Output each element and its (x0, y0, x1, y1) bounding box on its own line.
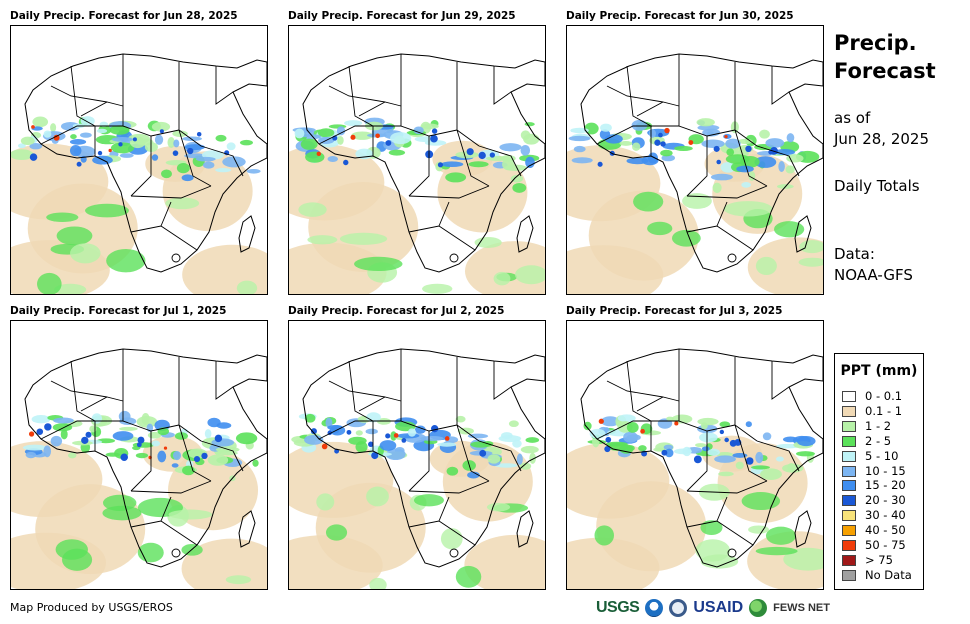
legend-swatch (842, 569, 856, 581)
as-of-label: as of (834, 109, 871, 127)
precip-map (10, 25, 268, 295)
side-title: Precip. Forecast (834, 29, 936, 85)
legend-item: No Data (842, 568, 912, 582)
fews-net-logo: FEWS NET (773, 602, 830, 614)
legend-label: 30 - 40 (865, 508, 906, 523)
panel-title: Daily Precip. Forecast for Jun 30, 2025 (566, 10, 794, 22)
legend-label: 50 - 75 (865, 538, 906, 552)
legend-item: 10 - 15 (842, 464, 906, 478)
legend-label: 0.1 - 1 (865, 403, 903, 418)
legend-swatch (842, 420, 856, 432)
precip-map (288, 25, 546, 295)
legend-swatch (842, 495, 856, 507)
legend-item: 40 - 50 (842, 523, 906, 537)
credit-text: Map Produced by USGS/EROS (10, 601, 173, 614)
panel-title: Daily Precip. Forecast for Jun 28, 2025 (10, 10, 238, 22)
usgs-logo: USGS (596, 599, 640, 616)
legend-item: 2 - 5 (842, 434, 891, 448)
legend-label: > 75 (865, 552, 893, 567)
state-seal-logo (669, 599, 688, 617)
data-source-text: Data: NOAA-GFS (834, 244, 913, 286)
legend-label: 2 - 5 (865, 433, 892, 448)
legend-label: 15 - 20 (865, 478, 906, 493)
legend-item: 20 - 30 (842, 493, 906, 507)
legend-swatch (842, 465, 856, 477)
daily-totals-text: Daily Totals (834, 177, 920, 195)
legend-item: 1 - 2 (842, 419, 891, 433)
legend-item: 5 - 10 (842, 449, 898, 463)
legend-swatch (842, 510, 856, 522)
precip-map (288, 320, 546, 590)
side-title-line2: Forecast (834, 59, 936, 83)
as-of-date: Jun 28, 2025 (834, 130, 930, 148)
side-title-line1: Precip. (834, 31, 917, 55)
precip-map (10, 320, 268, 590)
legend-label: 0 - 0.1 (865, 389, 903, 403)
legend-swatch (842, 391, 856, 402)
noaa-logo (645, 599, 664, 617)
legend-swatch (842, 435, 856, 447)
panel-title: Daily Precip. Forecast for Jul 3, 2025 (566, 305, 783, 317)
legend-item: 30 - 40 (842, 508, 906, 522)
data-label: Data: (834, 245, 875, 263)
legend-swatch (842, 450, 856, 462)
fews-globe-icon (749, 599, 768, 617)
panel-title: Daily Precip. Forecast for Jun 29, 2025 (288, 10, 516, 22)
legend-swatch (842, 405, 856, 417)
data-source: NOAA-GFS (834, 266, 913, 284)
legend-label: 5 - 10 (865, 448, 899, 463)
legend-item: 50 - 75 (842, 538, 906, 552)
legend-swatch (842, 525, 856, 537)
legend-label: 10 - 15 (865, 463, 906, 478)
logo-strip: USGS USAID FEWS NET (596, 597, 830, 619)
legend-item: 15 - 20 (842, 478, 906, 492)
panel-title: Daily Precip. Forecast for Jul 2, 2025 (288, 305, 505, 317)
legend-swatch (842, 554, 856, 566)
usaid-logo: USAID (693, 599, 744, 616)
legend-item: 0 - 0.1 (842, 389, 902, 403)
precip-map (566, 320, 824, 590)
legend-label: 1 - 2 (865, 418, 892, 433)
legend-title: PPT (mm) (840, 363, 918, 379)
legend-swatch (842, 480, 856, 492)
as-of-text: as of Jun 28, 2025 (834, 108, 929, 150)
legend-item: 0.1 - 1 (842, 404, 902, 418)
precip-map (566, 25, 824, 295)
legend-item: > 75 (842, 553, 893, 567)
legend-label: No Data (865, 567, 912, 582)
panel-title: Daily Precip. Forecast for Jul 1, 2025 (10, 305, 227, 317)
legend-label: 40 - 50 (865, 523, 906, 538)
legend-swatch (842, 540, 856, 551)
legend-label: 20 - 30 (865, 493, 906, 508)
